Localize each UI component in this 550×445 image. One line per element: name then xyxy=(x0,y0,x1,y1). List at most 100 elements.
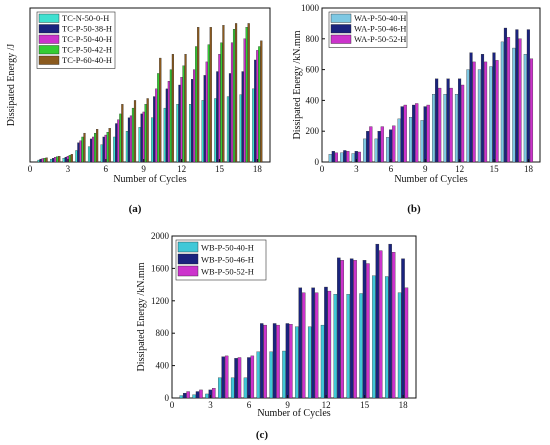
x-axis-label: Number of Cycles xyxy=(394,174,467,185)
bar xyxy=(39,158,42,163)
bar xyxy=(220,42,223,163)
bar xyxy=(276,324,280,399)
bar xyxy=(263,324,267,399)
bar xyxy=(243,38,246,163)
bar xyxy=(241,71,244,163)
x-tick-label: 18 xyxy=(399,400,409,410)
x-tick-label: 9 xyxy=(141,164,146,174)
bar xyxy=(337,257,341,399)
bar xyxy=(226,96,230,163)
bar xyxy=(400,106,404,163)
x-axis-label: Number of Cycles xyxy=(257,408,330,419)
bar xyxy=(412,104,416,163)
bar xyxy=(176,104,179,163)
bar xyxy=(167,81,170,163)
bar xyxy=(466,69,470,163)
bar xyxy=(191,79,194,163)
bar xyxy=(129,115,133,163)
x-tick-label: 3 xyxy=(66,164,71,174)
bar xyxy=(366,131,370,163)
bar xyxy=(363,138,367,163)
legend-entry: WB-P-50-46-H xyxy=(201,255,254,265)
bar xyxy=(189,104,192,163)
bar xyxy=(54,157,57,163)
bar xyxy=(333,294,338,399)
y-tick-label: 600 xyxy=(306,65,320,75)
bar xyxy=(171,54,174,163)
bar xyxy=(314,292,319,399)
bar xyxy=(503,27,508,163)
bar xyxy=(295,326,299,399)
series-WB-P-50-46-H xyxy=(182,243,405,399)
series-TC-P-50-40-H xyxy=(41,38,259,163)
bar xyxy=(125,131,129,163)
bar xyxy=(203,75,206,163)
y-axis-label: Dissipated Energy /J xyxy=(6,44,17,127)
chart-panel-1: 0 3 6 9 12 15 18 Number of Cycles Dissipated Ene… xyxy=(6,7,271,215)
bar xyxy=(285,323,290,399)
panel-label: (c) xyxy=(256,429,269,441)
bar xyxy=(256,50,259,163)
bar xyxy=(495,60,499,163)
bar xyxy=(374,138,378,163)
legend: WB-P-50-40-H WB-P-50-46-H WB-P-50-52-H xyxy=(175,239,267,281)
bar xyxy=(212,388,216,399)
bar xyxy=(182,392,187,399)
bar xyxy=(83,132,86,163)
bar xyxy=(446,78,450,163)
bar xyxy=(247,357,251,399)
bar xyxy=(92,136,95,163)
x-tick-label: 12 xyxy=(455,164,464,174)
bar xyxy=(119,113,122,163)
bar xyxy=(169,69,172,163)
legend-swatch xyxy=(38,55,60,65)
bar xyxy=(379,250,383,399)
x-tick-label: 18 xyxy=(524,164,534,174)
bar xyxy=(43,157,46,163)
bar xyxy=(50,158,53,163)
bar xyxy=(480,54,485,163)
legend-swatch xyxy=(177,241,199,253)
bar xyxy=(324,286,328,399)
bar xyxy=(222,25,225,163)
y-tick-label: 800 xyxy=(306,34,320,44)
x-tick-label: 15 xyxy=(360,400,370,410)
bar xyxy=(327,290,332,399)
y-tick-label: 0 xyxy=(165,393,170,403)
bar xyxy=(380,126,384,163)
bar xyxy=(256,351,261,399)
y-tick-label: 400 xyxy=(156,361,170,371)
bar xyxy=(218,377,222,399)
bar xyxy=(180,77,183,163)
legend: TC-N-50-0-HTC-P-50-38-HTC-P-50-40-HTC-P-… xyxy=(36,11,116,69)
bar xyxy=(195,46,198,163)
bar xyxy=(258,46,261,163)
y-axis-label: Dissipated Energy /kN.mm xyxy=(292,30,303,139)
legend-entry: WB-P-50-40-H xyxy=(201,243,254,253)
series-TC-P-50-42-H xyxy=(43,27,261,163)
panel-label: (b) xyxy=(407,203,421,215)
bar xyxy=(340,260,344,399)
bar xyxy=(254,59,257,163)
bar xyxy=(243,377,248,399)
bar xyxy=(298,287,303,399)
bar xyxy=(260,40,263,163)
bar xyxy=(178,84,181,163)
bar xyxy=(260,323,264,399)
bar xyxy=(346,294,350,399)
bar xyxy=(102,136,105,163)
series-TC-P-50-38-H xyxy=(39,59,257,163)
bar xyxy=(409,117,413,163)
bar xyxy=(79,140,82,163)
bar xyxy=(250,355,255,399)
bar xyxy=(193,69,196,163)
bar xyxy=(454,94,459,163)
bar xyxy=(346,151,350,163)
bar xyxy=(331,151,335,163)
bar xyxy=(115,123,118,163)
legend-swatch xyxy=(38,45,60,55)
bar xyxy=(81,136,84,163)
bar xyxy=(131,107,135,163)
chart-panel-2: 0 3 6 9 12 15 18 0 200 400 600 800 1000 Number of Cyc… xyxy=(292,3,541,215)
bar xyxy=(328,154,332,163)
